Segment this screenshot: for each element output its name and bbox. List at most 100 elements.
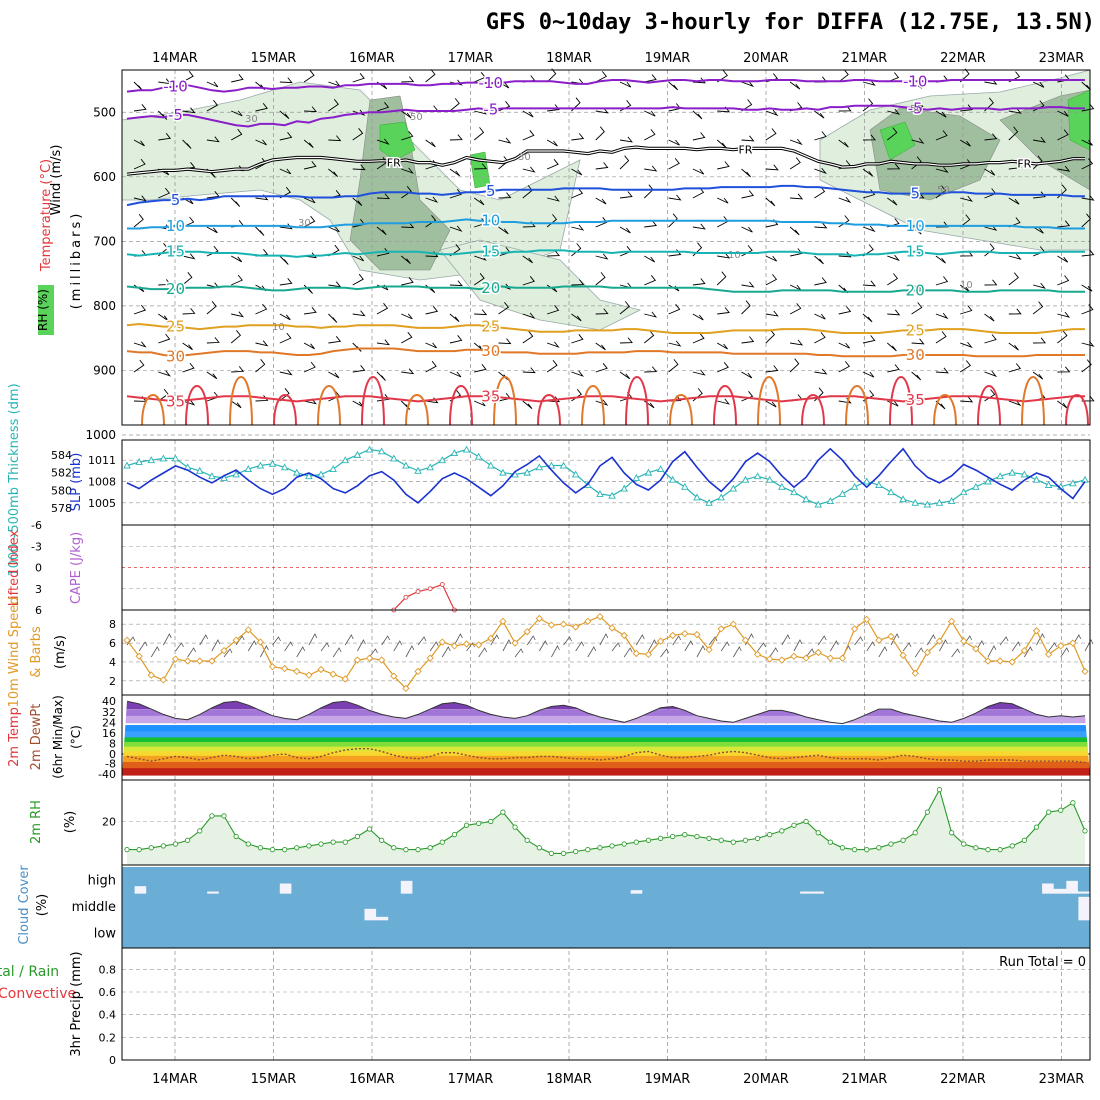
cloud-bar (993, 893, 1006, 921)
wind-barb (887, 400, 899, 407)
date-label-bottom: 23MAR (1039, 1072, 1085, 1087)
wind-barb (133, 195, 147, 202)
wind-barb (765, 109, 779, 117)
wind-barb (935, 367, 949, 374)
thickness-point (293, 468, 301, 476)
wind-speed-point (378, 656, 386, 664)
date-label-top: 21MAR (842, 51, 888, 66)
wind-barb (522, 367, 536, 374)
wind-barb (595, 217, 608, 228)
rh-point (682, 832, 688, 838)
wind-barb (279, 369, 293, 376)
wind-barb (157, 110, 168, 120)
temp-color-band (122, 731, 1090, 739)
wind-barb (328, 135, 342, 142)
cloud-bar (1053, 893, 1067, 921)
lifted-index-line (393, 583, 455, 611)
thickness-point (826, 497, 835, 504)
cloud-bar (364, 893, 377, 909)
thickness-point (875, 481, 883, 488)
cloud-bar (714, 867, 728, 895)
rh-point (767, 832, 773, 838)
cloud-bar (775, 920, 788, 948)
wind-barb (838, 139, 849, 148)
wind-barb (959, 139, 971, 147)
rh-point (1009, 843, 1015, 849)
cloud-bar (218, 920, 232, 948)
wind-barb (644, 220, 658, 228)
wind-barb (303, 215, 316, 228)
wind-speed-point (620, 631, 628, 640)
date-label-bottom: 16MAR (349, 1072, 395, 1087)
wind-barb (644, 129, 656, 141)
wind-barb (911, 371, 922, 381)
cloud-bar (702, 893, 716, 921)
wind-barb (1081, 249, 1095, 257)
wind-barb (887, 127, 898, 141)
wind-barb (887, 163, 901, 170)
wind-barb (887, 254, 900, 262)
wind-speed-point (972, 645, 980, 653)
wind-speed-point (681, 629, 689, 638)
isotherm-hot-loop (141, 394, 165, 426)
wind-barb (449, 313, 460, 323)
wind-barb (352, 164, 366, 171)
wind-barb (231, 110, 243, 117)
wind-barb (814, 167, 828, 175)
wind-barb (668, 249, 682, 257)
thickness-point (159, 454, 168, 462)
wind-barb (814, 222, 828, 229)
wind-barb (401, 313, 413, 320)
rh-point (366, 826, 373, 832)
cloud-bar (799, 867, 813, 892)
lifted-index-point (415, 589, 421, 594)
rh-point (500, 809, 506, 815)
wind-barb (279, 278, 293, 286)
lifted-index-point (427, 586, 433, 592)
cloud-bar (678, 920, 692, 948)
wind-barb (644, 165, 658, 172)
axis-label-dewpt: 2m DewPt (29, 704, 44, 771)
wind-barb (717, 252, 731, 259)
isotherm-label: 15 (166, 243, 185, 261)
wind-speed-point (584, 617, 592, 625)
cloud-bar (666, 920, 680, 948)
wind-barb (211, 639, 221, 652)
temp-tick-label: -40 (98, 768, 116, 781)
wind-barb (769, 647, 779, 658)
cloud-bar (460, 867, 474, 895)
thickness-point (353, 450, 362, 458)
cloud-bar (993, 920, 1006, 948)
rh-point (633, 839, 639, 845)
wind-barb (320, 642, 330, 652)
cloud-bar (920, 893, 934, 921)
wind-barb (793, 639, 803, 652)
cloud-bar (497, 920, 510, 948)
cloud-bar (690, 920, 704, 948)
cloud-bar (872, 893, 885, 921)
rh-fill-layer (121, 69, 1091, 331)
cloud-bar (630, 893, 643, 921)
wind-barb (692, 110, 703, 120)
cloud-bar (835, 920, 849, 948)
pressure-tick-label: 1000 (85, 428, 116, 442)
axis-label-millibars: (millibars) (69, 211, 84, 310)
thickness-point (911, 498, 919, 506)
wind-barb (1033, 337, 1047, 344)
cloud-bar (751, 867, 764, 895)
thickness-point (244, 465, 253, 473)
wind-barb (255, 395, 269, 402)
cloud-bar (182, 867, 196, 895)
rh-point (621, 841, 627, 847)
cloud-bar (206, 893, 220, 921)
wind-barb (741, 281, 755, 288)
wind-speed-point (365, 654, 374, 662)
cloud-bar (666, 867, 680, 895)
wind-barb (765, 255, 778, 262)
wind-barb (789, 226, 800, 236)
wind-barb (668, 139, 680, 146)
wind-barb (449, 280, 463, 287)
wind-barb (668, 304, 681, 315)
wind-barb (571, 370, 585, 377)
pressure-tick-label: 600 (93, 170, 116, 184)
